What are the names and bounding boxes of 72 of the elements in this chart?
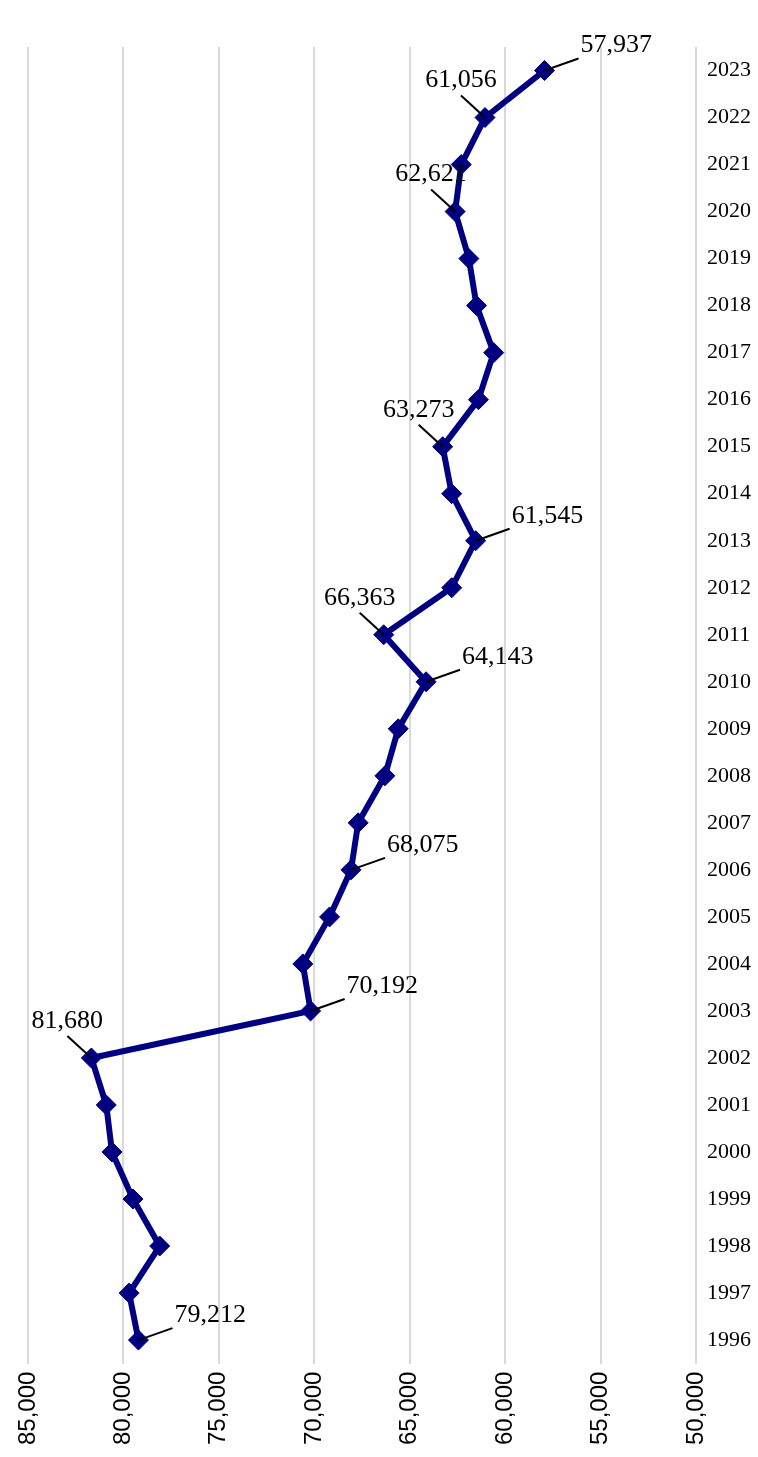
y-tick-label: 2001 <box>707 1090 751 1116</box>
point <box>292 953 314 975</box>
x-tick-label: 60,000 <box>489 1371 517 1445</box>
y-tick-label: 2004 <box>707 949 751 975</box>
y-tick-label: 2019 <box>707 244 751 270</box>
y-tick-label: 2023 <box>707 56 751 82</box>
point <box>340 859 362 881</box>
x-tick-label: 85,000 <box>12 1371 40 1445</box>
data-label: 64,143 <box>462 640 534 670</box>
y-tick-label: 1999 <box>707 1184 751 1210</box>
point <box>80 1047 102 1069</box>
point <box>319 906 341 928</box>
point <box>374 765 396 787</box>
y-tick-label: 2006 <box>707 855 751 881</box>
point <box>444 201 466 223</box>
x-tick-label: 50,000 <box>680 1371 708 1445</box>
point <box>467 389 489 411</box>
y-tick-label: 2003 <box>707 996 751 1022</box>
point <box>387 718 409 740</box>
point <box>441 577 463 599</box>
data-label: 81,680 <box>31 1004 104 1034</box>
data-label: 66,363 <box>323 581 396 611</box>
y-tick-label: 2000 <box>707 1137 751 1163</box>
point <box>300 1000 322 1022</box>
x-tick-label: 75,000 <box>203 1371 231 1445</box>
y-tick-label: 2017 <box>707 338 751 364</box>
x-tick-label: 70,000 <box>298 1371 326 1445</box>
y-tick-label: 2002 <box>707 1043 751 1069</box>
data-label: 61,056 <box>425 64 497 94</box>
point <box>432 436 454 458</box>
point <box>95 1094 117 1116</box>
point <box>458 248 480 270</box>
data-label: 63,273 <box>382 393 455 423</box>
point <box>415 671 437 693</box>
data-label: 57,937 <box>580 29 653 59</box>
y-tick-label: 1998 <box>707 1231 751 1257</box>
y-tick-label: 2010 <box>707 667 751 693</box>
point <box>373 624 395 646</box>
data-label: 68,075 <box>387 828 459 858</box>
point <box>466 295 488 317</box>
y-tick-label: 2016 <box>707 385 751 411</box>
point <box>347 812 369 834</box>
x-tick-label: 80,000 <box>108 1371 136 1445</box>
y-tick-label: 2021 <box>707 150 751 176</box>
point <box>474 107 496 129</box>
point <box>441 483 463 505</box>
x-tick-label: 55,000 <box>585 1371 613 1445</box>
point <box>483 342 505 364</box>
point <box>149 1235 171 1257</box>
point <box>127 1329 149 1351</box>
y-tick-label: 2012 <box>707 573 751 599</box>
point <box>122 1188 144 1210</box>
y-tick-label: 2009 <box>707 714 751 740</box>
y-tick-label: 2018 <box>707 291 751 317</box>
data-label: 79,212 <box>174 1298 246 1328</box>
point <box>101 1141 123 1163</box>
y-tick-label: 2008 <box>707 761 751 787</box>
y-tick-label: 2022 <box>707 103 751 129</box>
point <box>465 530 487 552</box>
y-tick-label: 2015 <box>707 432 751 458</box>
data-label: 61,545 <box>511 499 584 529</box>
y-tick-label: 1996 <box>707 1325 751 1351</box>
data-label: 70,192 <box>346 969 419 999</box>
x-tick-label: 65,000 <box>394 1371 422 1445</box>
y-tick-label: 2005 <box>707 902 751 928</box>
y-tick-label: 1997 <box>707 1278 751 1304</box>
y-tick-label: 2014 <box>707 479 751 505</box>
point <box>118 1282 140 1304</box>
y-tick-label: 2007 <box>707 808 751 834</box>
y-tick-label: 2013 <box>707 526 751 552</box>
y-tick-label: 2011 <box>707 620 751 646</box>
y-tick-label: 2020 <box>707 197 751 223</box>
